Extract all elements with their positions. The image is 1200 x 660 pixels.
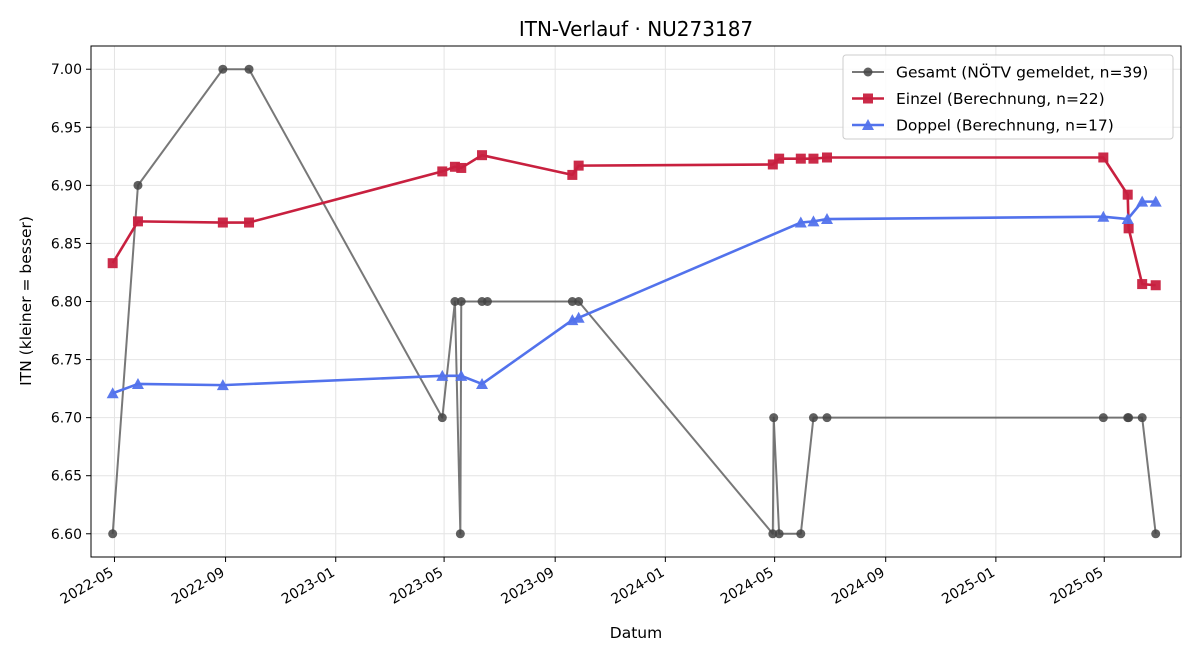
data-point bbox=[449, 161, 460, 172]
data-point bbox=[131, 377, 144, 389]
data-point bbox=[132, 216, 143, 227]
data-point bbox=[767, 159, 778, 170]
data-point bbox=[1137, 279, 1148, 290]
data-point bbox=[820, 213, 833, 225]
data-point bbox=[1123, 223, 1134, 234]
data-point bbox=[476, 377, 489, 389]
data-point bbox=[1098, 413, 1108, 423]
data-point bbox=[244, 64, 254, 74]
data-point bbox=[217, 217, 228, 228]
y-tick-label: 6.60 bbox=[51, 527, 82, 543]
legend-marker bbox=[863, 93, 873, 104]
y-tick-label: 7.00 bbox=[51, 62, 82, 78]
data-point bbox=[574, 297, 584, 306]
data-point bbox=[774, 153, 785, 164]
legend-item: Einzel (Berechnung, n=22) bbox=[852, 90, 1105, 108]
data-point bbox=[567, 297, 577, 306]
data-point bbox=[1137, 413, 1147, 423]
data-point bbox=[456, 162, 467, 173]
data-point bbox=[1098, 152, 1109, 163]
y-tick-label: 6.70 bbox=[51, 411, 82, 427]
data-point bbox=[1151, 529, 1161, 539]
data-point bbox=[1149, 195, 1162, 207]
series-layer bbox=[106, 64, 1162, 539]
data-point bbox=[107, 258, 118, 269]
data-point bbox=[1122, 189, 1133, 200]
data-point bbox=[456, 297, 466, 306]
y-tick-label: 6.80 bbox=[51, 295, 82, 311]
data-point bbox=[573, 160, 584, 171]
data-point bbox=[133, 180, 143, 190]
legend-marker bbox=[862, 119, 874, 130]
data-point bbox=[1150, 280, 1161, 291]
y-axis-label: ITN (kleiner = besser) bbox=[17, 216, 35, 386]
data-point bbox=[1124, 413, 1134, 423]
y-tick-label: 6.85 bbox=[51, 236, 82, 252]
data-point bbox=[455, 369, 468, 381]
data-point bbox=[1097, 210, 1110, 222]
data-point bbox=[796, 529, 806, 539]
data-point bbox=[572, 311, 585, 323]
series-line bbox=[111, 153, 1156, 287]
data-point bbox=[436, 369, 449, 381]
x-axis-label: Datum bbox=[610, 624, 662, 642]
data-point bbox=[795, 153, 806, 164]
legend: Gesamt (NÖTV gemeldet, n=39) Einzel (Bere… bbox=[842, 54, 1174, 140]
series-square bbox=[107, 150, 1161, 291]
legend-marker bbox=[863, 67, 873, 77]
series-circle bbox=[108, 64, 1161, 539]
data-point bbox=[774, 529, 784, 539]
y-tick-label: 6.75 bbox=[51, 353, 82, 369]
data-point bbox=[808, 153, 819, 164]
data-point bbox=[218, 64, 228, 74]
data-point bbox=[808, 413, 818, 423]
legend-box bbox=[842, 54, 1174, 140]
chart-title: ITN-Verlauf · NU273187 bbox=[519, 17, 753, 41]
data-point bbox=[106, 387, 119, 399]
data-point bbox=[437, 413, 447, 423]
data-point bbox=[807, 215, 820, 227]
data-point bbox=[437, 166, 448, 177]
data-point bbox=[455, 529, 465, 539]
y-tick-label: 6.90 bbox=[51, 178, 82, 194]
data-point bbox=[450, 297, 460, 306]
legend-label: Einzel (Berechnung, n=22) bbox=[896, 90, 1105, 108]
legend-label: Gesamt (NÖTV gemeldet, n=39) bbox=[896, 63, 1148, 82]
data-point bbox=[768, 529, 778, 539]
data-point bbox=[567, 169, 578, 180]
data-point bbox=[794, 216, 807, 228]
legend-item: Gesamt (NÖTV gemeldet, n=39) bbox=[852, 63, 1148, 82]
data-point bbox=[769, 413, 779, 423]
data-point bbox=[244, 217, 255, 228]
data-point bbox=[1136, 195, 1149, 207]
data-point bbox=[108, 529, 118, 539]
data-point bbox=[216, 379, 229, 391]
legend-label: Doppel (Berechnung, n=17) bbox=[896, 117, 1114, 135]
data-point bbox=[822, 413, 832, 423]
y-tick-label: 6.65 bbox=[51, 469, 82, 485]
legend-item: Doppel (Berechnung, n=17) bbox=[852, 117, 1114, 135]
series-triangle bbox=[106, 195, 1162, 399]
data-point bbox=[1121, 213, 1134, 225]
y-tick-label: 6.95 bbox=[51, 120, 82, 136]
data-point bbox=[482, 297, 492, 306]
y-ticks: 6.60 6.65 6.70 6.75 6.80 6.85 6.90 6.95 7.00 bbox=[51, 62, 91, 543]
data-point bbox=[821, 152, 832, 163]
data-point bbox=[477, 150, 488, 161]
